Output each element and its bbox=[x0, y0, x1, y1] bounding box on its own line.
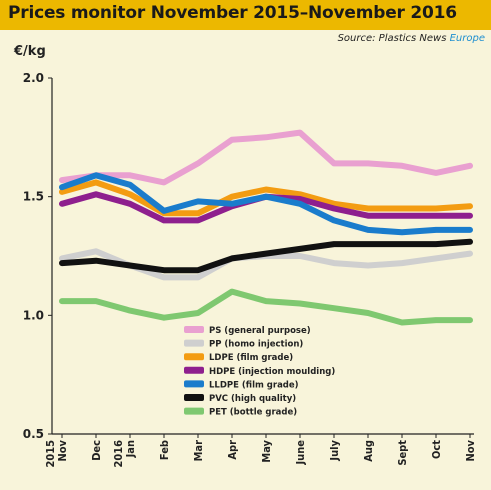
y-tick-label: 1.0 bbox=[23, 308, 44, 322]
legend-label: LDPE (film grade) bbox=[209, 353, 293, 363]
y-tick-label: 2.0 bbox=[23, 71, 44, 85]
x-tick-label: Mar bbox=[192, 440, 205, 462]
series-line-0 bbox=[59, 129, 473, 186]
x-tick-label: Oct bbox=[430, 440, 443, 459]
legend-label: PET (bottle grade) bbox=[209, 408, 297, 418]
x-tick-label: Aug bbox=[362, 440, 375, 462]
x-tick-label: Feb bbox=[158, 440, 171, 460]
x-tick-label: Apr bbox=[226, 440, 239, 460]
legend-label: PVC (high quality) bbox=[209, 394, 296, 404]
x-tick-label: Dec bbox=[90, 440, 103, 461]
chart-title: Prices monitor November 2015–November 20… bbox=[8, 3, 457, 23]
x-tick-label: July bbox=[328, 439, 341, 461]
x-tick-label: 2016 bbox=[112, 440, 125, 468]
series-line-5 bbox=[59, 238, 473, 274]
legend-swatch bbox=[184, 353, 204, 361]
y-tick-label: 1.5 bbox=[23, 190, 44, 204]
x-tick-label: Jan bbox=[124, 440, 137, 458]
legend-label: PP (homo injection) bbox=[209, 340, 303, 350]
x-tick-label: Nov bbox=[56, 439, 69, 461]
series-line-6 bbox=[59, 288, 473, 326]
x-tick-label: June bbox=[294, 440, 307, 466]
legend-label: PS (general purpose) bbox=[209, 326, 311, 336]
legend-swatch bbox=[184, 407, 204, 415]
legend-swatch bbox=[184, 380, 204, 388]
legend-label: LLDPE (film grade) bbox=[209, 380, 299, 390]
legend-swatch bbox=[184, 326, 204, 333]
title-bar: Prices monitor November 2015–November 20… bbox=[0, 0, 491, 30]
legend: PS (general purpose) PP (homo injection) L… bbox=[184, 326, 335, 418]
legend-swatch bbox=[184, 394, 204, 401]
y-axis-unit-label: €/kg bbox=[14, 44, 46, 59]
legend-swatch bbox=[184, 366, 204, 374]
x-tick-label: Sept bbox=[396, 440, 409, 466]
x-tick-label: May bbox=[260, 439, 273, 462]
y-tick-label: 0.5 bbox=[23, 427, 44, 441]
legend-label: HDPE (injection moulding) bbox=[209, 367, 335, 377]
x-tick-label: 2015 bbox=[44, 440, 57, 468]
series-line-4 bbox=[59, 172, 473, 236]
legend-swatch bbox=[184, 339, 204, 347]
series-layer bbox=[59, 129, 473, 326]
series-line-2 bbox=[59, 179, 473, 217]
source-prefix: Source: Plastics News bbox=[337, 33, 450, 44]
x-tick-label: Nov bbox=[464, 439, 477, 461]
source-line: Source: Plastics News Europe bbox=[338, 33, 485, 44]
source-brand: Europe bbox=[449, 33, 485, 44]
